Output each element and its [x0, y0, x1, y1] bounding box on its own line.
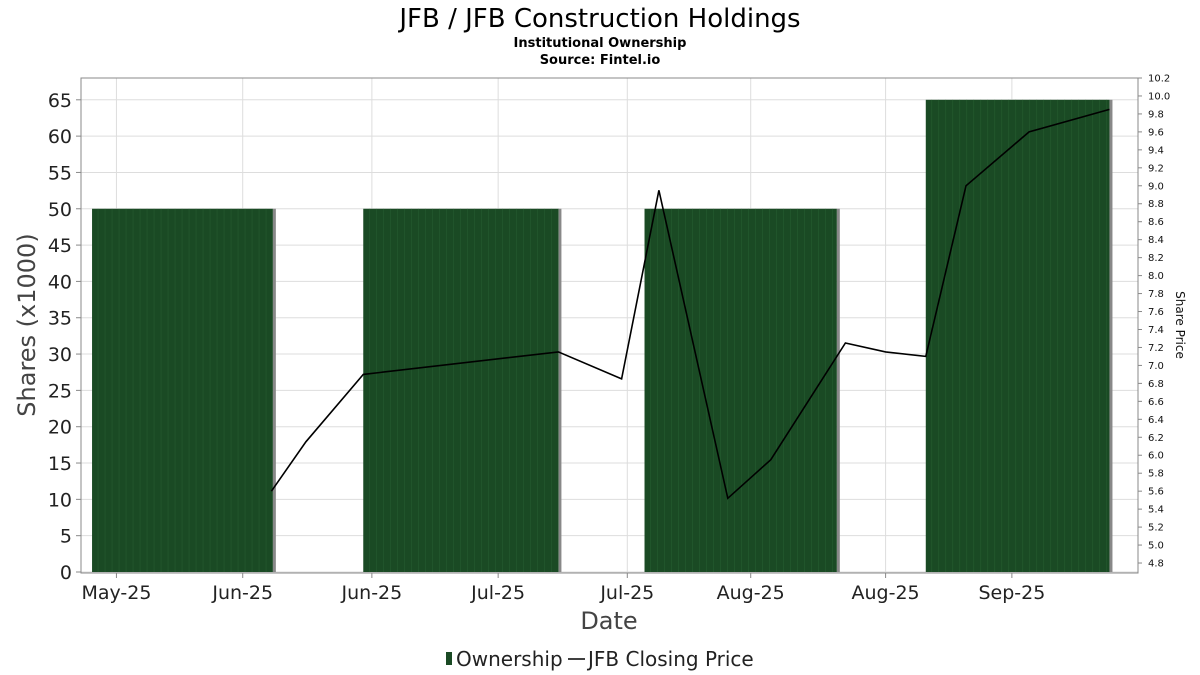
plot-frame [80, 77, 1139, 574]
ownership-bar-shadow [272, 208, 276, 572]
ownership-bars [92, 99, 1113, 572]
y2-tick-label: 8.8 [1148, 199, 1164, 210]
y-tick-label: 15 [48, 453, 72, 475]
y2-tick-label: 8.4 [1148, 235, 1164, 246]
y-tick-label: 25 [48, 380, 72, 402]
y2-tick-label: 7.0 [1148, 361, 1164, 372]
y2-tick-label: 6.2 [1148, 433, 1164, 444]
chart-subtitle: Institutional Ownership [514, 36, 687, 51]
y2-tick-label: 5.8 [1148, 469, 1164, 480]
y2-tick-label: 8.2 [1148, 253, 1164, 264]
x-tick-label: Aug-25 [717, 582, 785, 604]
y2-tick-label: 7.2 [1148, 343, 1164, 354]
ownership-bar-1 [92, 208, 276, 572]
y2-tick-label: 10.0 [1148, 91, 1170, 102]
x-tick-label: Jun-25 [341, 582, 403, 604]
y-tick-label: 30 [48, 344, 72, 366]
y2-tick-label: 7.8 [1148, 289, 1164, 300]
y2-tick-label: 9.8 [1148, 109, 1164, 120]
chart-title: JFB / JFB Construction Holdings [397, 4, 800, 34]
y-axis-label: Shares (x1000) [13, 233, 41, 416]
x-tick-label: Jul-25 [470, 582, 525, 604]
y2-tick-label: 9.6 [1148, 127, 1164, 138]
y2-tick-label: 10.2 [1148, 74, 1170, 85]
y2-tick-label: 7.6 [1148, 307, 1164, 318]
y-tick-label: 0 [60, 562, 72, 584]
ownership-bar-shadow [558, 208, 562, 572]
x-tick-label: Sep-25 [978, 582, 1045, 604]
y2-tick-label: 9.0 [1148, 181, 1164, 192]
ownership-bar-fill [363, 208, 559, 572]
y2-tick-label: 6.6 [1148, 397, 1164, 408]
ownership-bar-shadow [1109, 99, 1113, 572]
y2-tick-label: 6.4 [1148, 415, 1164, 426]
y2-tick-label: 6.8 [1148, 379, 1164, 390]
ownership-bar-4 [925, 99, 1113, 572]
legend: Ownership JFB Closing Price [446, 647, 754, 671]
y-tick-label: 40 [48, 271, 72, 293]
ownership-bar-fill [925, 99, 1110, 572]
ownership-bar-fill [644, 208, 837, 572]
legend-ownership-swatch [446, 652, 452, 665]
ownership-bar-shadow [836, 208, 840, 572]
x-axis-label: Date [580, 607, 637, 635]
y2-tick-label: 8.6 [1148, 217, 1164, 228]
y2-tick-label: 9.4 [1148, 145, 1164, 156]
y-tick-label: 10 [48, 489, 72, 511]
y2-tick-label: 4.8 [1148, 559, 1164, 570]
price-series-line [270, 108, 1110, 500]
y2-tick-label: 9.2 [1148, 163, 1164, 174]
left-axis-ticks: 0 5 10 15 20 25 30 35 40 45 50 55 60 65 [48, 90, 81, 584]
y2-axis-label: Share Price [1173, 291, 1187, 359]
y-tick-label: 5 [60, 526, 72, 548]
x-tick-label: Aug-25 [852, 582, 920, 604]
right-axis-ticks: 4.8 5.0 5.2 5.4 5.6 5.8 6.0 6.2 6.4 6.6 6.8 7.0 7.2 7… [1138, 74, 1170, 570]
legend-ownership-label: Ownership [456, 647, 563, 671]
ownership-bar-3 [644, 208, 840, 572]
y2-tick-label: 5.6 [1148, 487, 1164, 498]
y2-tick-label: 5.0 [1148, 541, 1164, 552]
y2-tick-label: 7.4 [1148, 325, 1164, 336]
y2-tick-label: 6.0 [1148, 451, 1164, 462]
y-tick-label: 60 [48, 126, 72, 148]
y2-tick-label: 5.2 [1148, 523, 1164, 534]
x-tick-label: May-25 [81, 582, 151, 604]
ownership-bar-2 [363, 208, 562, 572]
y-tick-label: 45 [48, 235, 72, 257]
x-tick-label: Jul-25 [599, 582, 654, 604]
y2-tick-label: 5.4 [1148, 505, 1164, 516]
y-tick-label: 35 [48, 308, 72, 330]
legend-price-label: JFB Closing Price [586, 647, 754, 671]
x-axis-ticks: May-25 Jun-25 Jun-25 Jul-25 Jul-25 Aug-25 Aug-… [81, 573, 1045, 604]
y-tick-label: 65 [48, 90, 72, 112]
ownership-bar-fill [92, 208, 273, 572]
y-tick-label: 20 [48, 417, 72, 439]
y-tick-label: 55 [48, 162, 72, 184]
y2-tick-label: 8.0 [1148, 271, 1164, 282]
x-tick-label: Jun-25 [211, 582, 273, 604]
chart-source: Source: Fintel.io [540, 53, 661, 68]
y-tick-label: 50 [48, 199, 72, 221]
